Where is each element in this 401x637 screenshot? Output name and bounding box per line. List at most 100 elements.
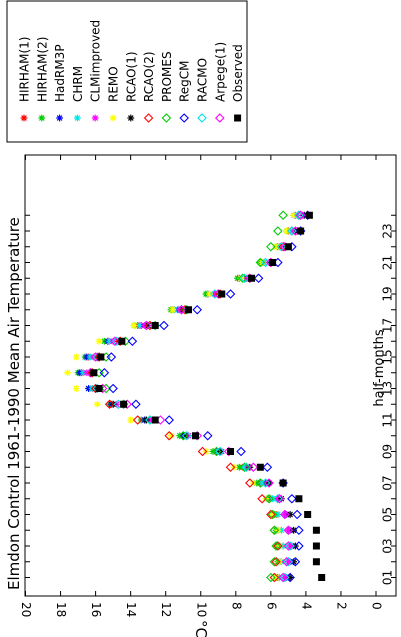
data-point [257, 493, 267, 504]
data-point [253, 273, 264, 284]
data-point [281, 556, 292, 567]
y-tick-label: 12 [159, 602, 173, 617]
data-point [292, 509, 302, 520]
x-axis: 01 03 05 07 09 11 13 15 17 19 21 23 [25, 214, 396, 585]
x-tick-label: 11 [381, 412, 395, 427]
data-point [278, 210, 288, 221]
data-point [287, 226, 297, 236]
data-point [108, 383, 118, 394]
data-point [262, 462, 273, 473]
legend: HIRHAM(1) HIRHAM(2) HadRM3P CHRM CLMimproved… [18, 20, 245, 123]
legend-marker [143, 113, 154, 123]
data-point [269, 556, 280, 567]
data-point [209, 289, 220, 299]
data-point [260, 478, 271, 488]
legend-label: CLMimproved [89, 20, 103, 102]
legend-box [6, 0, 248, 143]
data-point [132, 415, 143, 425]
x-tick-label: 07 [381, 475, 395, 490]
legend-label: HIRHAM(1) [18, 37, 32, 102]
legend-label: PROMES [160, 51, 174, 102]
data-point [192, 304, 203, 315]
data-point [178, 430, 189, 441]
legend-marker [56, 114, 63, 122]
legend-label: HIRHAM(2) [35, 37, 49, 102]
data-point [72, 353, 80, 361]
data-point [72, 385, 80, 392]
legend-marker [20, 114, 28, 122]
data-point [294, 541, 304, 551]
data-point [169, 306, 177, 314]
data-point [280, 572, 290, 583]
data-point [286, 511, 294, 518]
data-point [151, 322, 159, 329]
data-point [269, 525, 280, 536]
y-tick-label: 2 [334, 602, 348, 610]
data-point [287, 493, 297, 504]
legend-marker [215, 113, 225, 123]
data-point [294, 210, 304, 221]
data-point [290, 526, 298, 534]
y-tick-label: 14 [124, 602, 138, 617]
data-point [312, 542, 320, 550]
legend-label: RegCM [178, 60, 192, 102]
data-point [297, 227, 305, 235]
y-tick-label: 20 [19, 602, 33, 617]
data-point [266, 241, 276, 252]
legend-marker [234, 114, 242, 122]
data-point [239, 462, 250, 473]
data-point [283, 525, 294, 536]
data-point [304, 511, 312, 518]
data-point [197, 446, 208, 457]
data-point [283, 227, 291, 235]
x-tick-label: 01 [381, 570, 395, 585]
data-point [312, 558, 320, 566]
x-tick-label: 21 [381, 255, 395, 270]
data-point [318, 574, 326, 581]
x-tick-label: 19 [381, 286, 395, 301]
data-point [273, 226, 283, 236]
x-tick-label: 09 [381, 444, 395, 459]
data-point [269, 259, 277, 266]
data-point [181, 430, 192, 441]
data-point [106, 352, 117, 362]
data-point [131, 399, 141, 410]
data-point [110, 336, 120, 347]
y-tick-label: 10 [194, 602, 208, 617]
data-point [283, 556, 294, 567]
legend-marker [197, 113, 207, 123]
data-point [93, 400, 101, 408]
data-point [176, 304, 187, 315]
data-point [99, 367, 110, 378]
data-point [264, 493, 274, 504]
plot-frame [24, 154, 397, 597]
legend-label: Arpege(1) [213, 42, 227, 102]
data-point [206, 290, 213, 298]
data-point [269, 572, 280, 583]
data-point [225, 289, 236, 299]
y-tick-label: 8 [229, 602, 243, 610]
data-point [248, 274, 256, 282]
data-point [285, 541, 295, 551]
data-point [215, 446, 225, 457]
data-point [290, 556, 301, 567]
data-point [284, 243, 292, 251]
x-tick-label: 03 [381, 538, 395, 553]
legend-label: RACMO [196, 58, 210, 102]
data-point [273, 541, 283, 551]
legend-label: Observed [231, 44, 245, 102]
y-axis-label: °C [192, 620, 210, 637]
data-point [191, 432, 199, 440]
data-point [266, 509, 276, 520]
data-point [202, 430, 213, 441]
legend-marker [109, 114, 117, 122]
x-tick-label: 17 [381, 318, 395, 333]
data-point [118, 337, 126, 345]
data-point [264, 478, 274, 488]
data-point [278, 572, 288, 583]
chart-title: Elmdon Control 1961-1990 Mean Air Temper… [5, 217, 23, 590]
data-point [104, 399, 115, 410]
data-point [141, 320, 152, 331]
data-point [127, 336, 138, 347]
y-tick-label: 18 [54, 602, 68, 617]
